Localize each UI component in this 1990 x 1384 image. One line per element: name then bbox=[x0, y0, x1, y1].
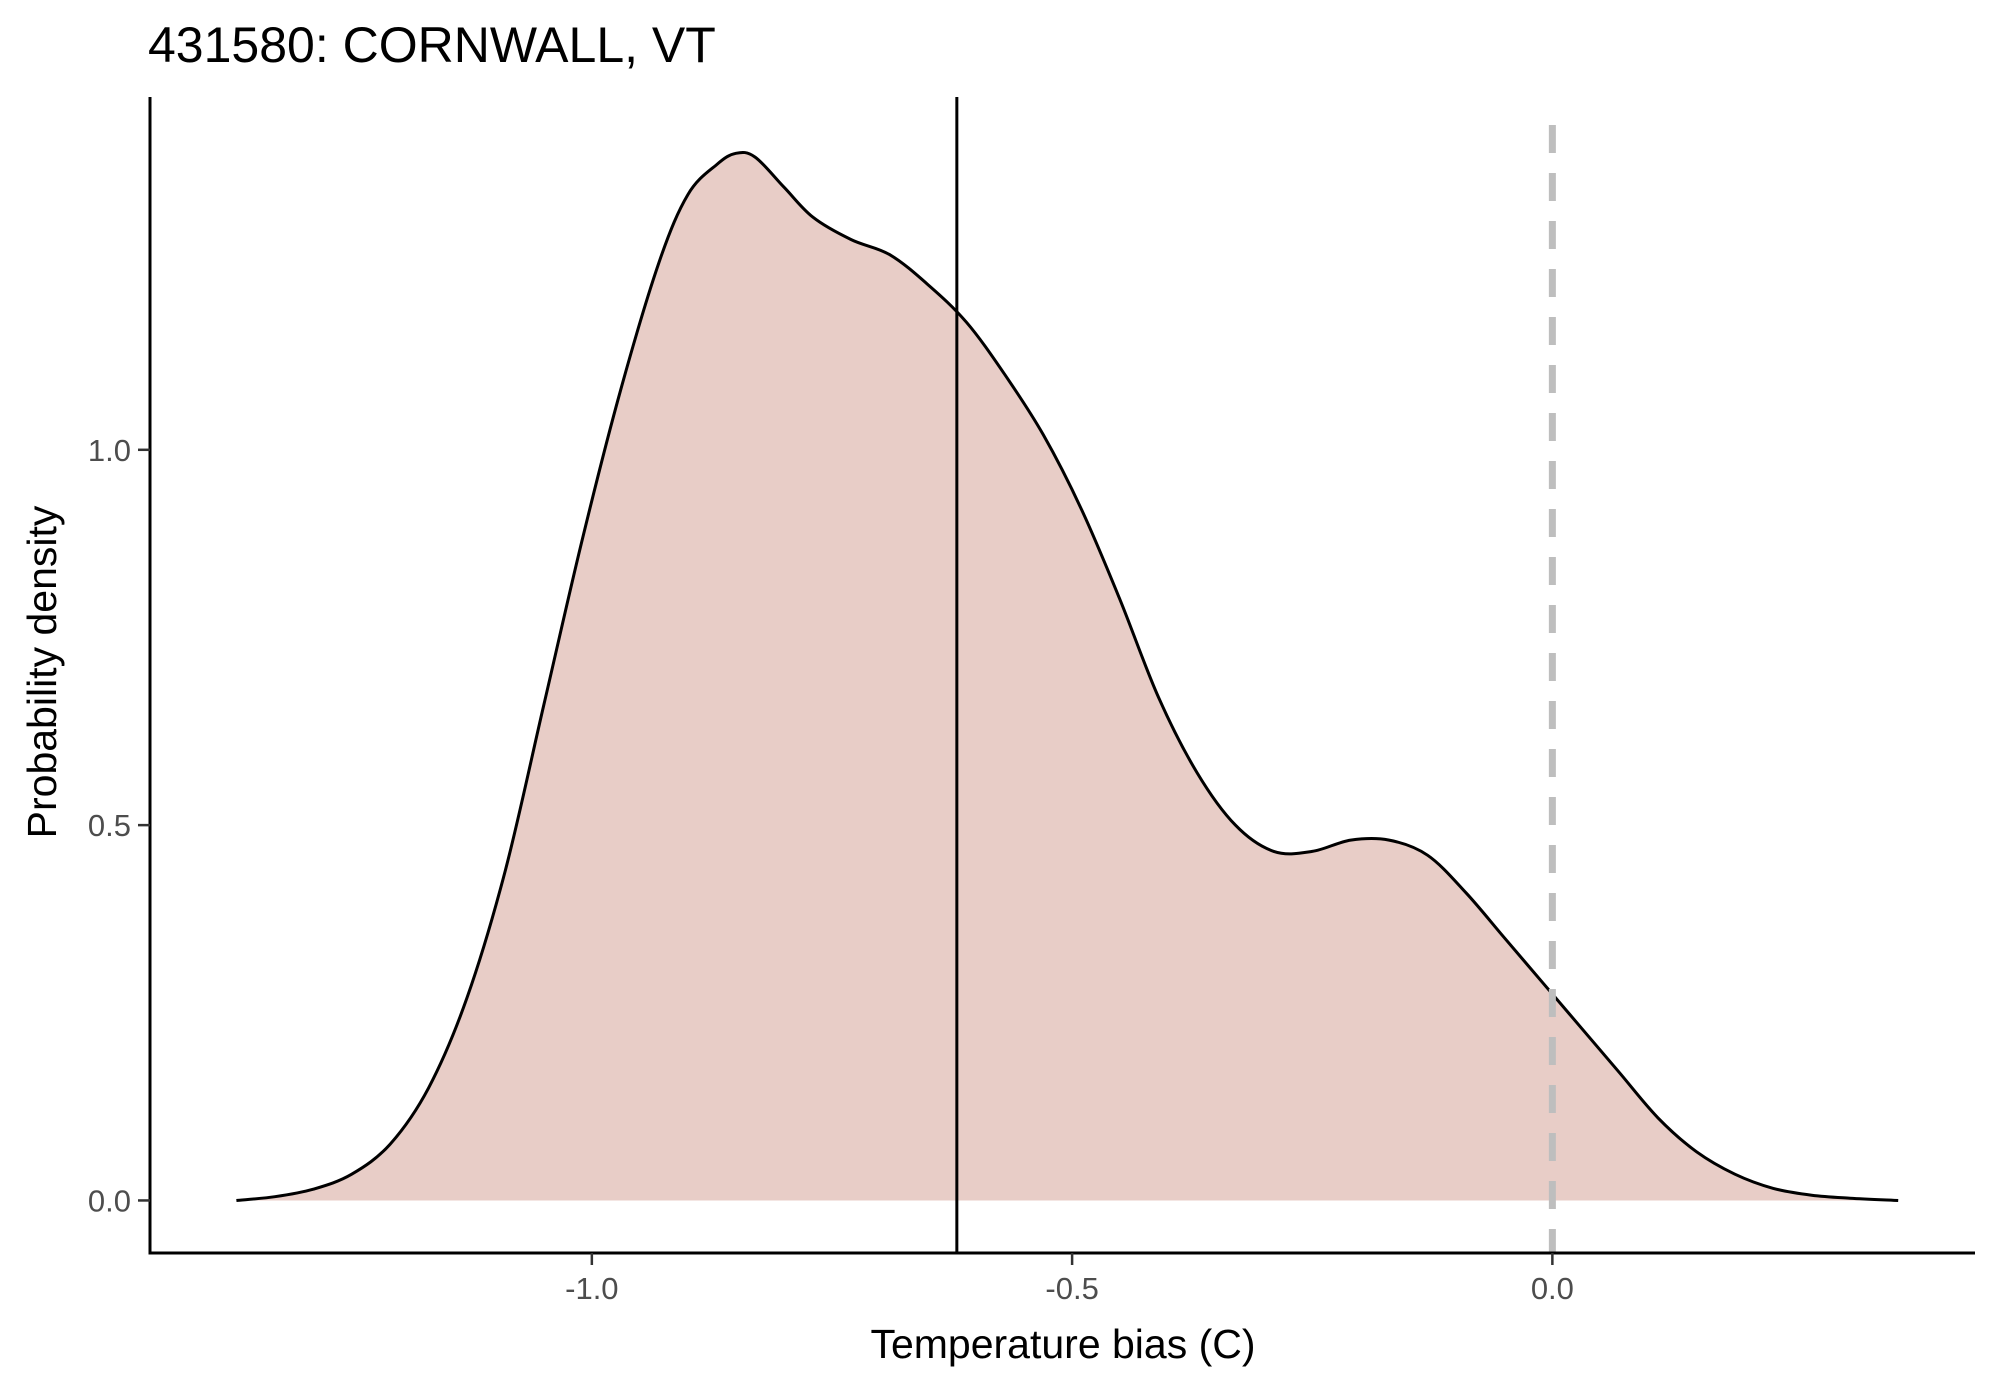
axes: -1.0 -0.5 0.0 0.0 0.5 1.0 bbox=[88, 97, 1975, 1306]
y-axis-title: Probability density bbox=[19, 505, 65, 838]
plot-area bbox=[236, 97, 1899, 1253]
y-tick-label: 1.0 bbox=[88, 433, 131, 468]
x-axis-title: Temperature bias (C) bbox=[870, 1321, 1255, 1367]
density-curve-line bbox=[236, 150, 1899, 1202]
y-tick-label: 0.0 bbox=[88, 1183, 131, 1218]
density-area-fill bbox=[236, 152, 1899, 1201]
x-tick-label: -0.5 bbox=[1045, 1271, 1098, 1306]
x-tick-label: 0.0 bbox=[1531, 1271, 1574, 1306]
chart-title: 431580: CORNWALL, VT bbox=[148, 17, 716, 73]
y-tick-label: 0.5 bbox=[88, 808, 131, 843]
x-tick-label: -1.0 bbox=[565, 1271, 618, 1306]
